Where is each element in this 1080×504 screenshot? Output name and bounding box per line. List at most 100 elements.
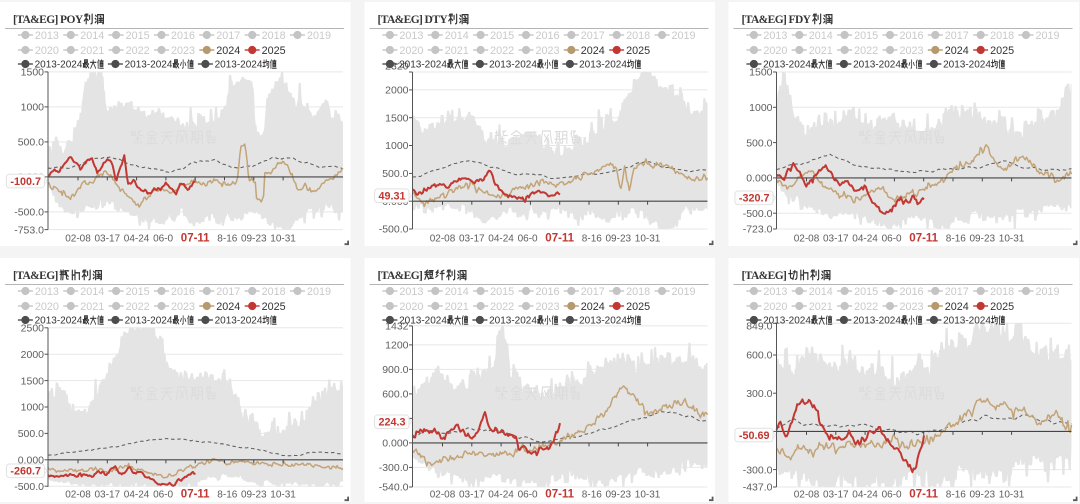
svg-text:8-16: 8-16 [582,233,602,244]
svg-text:500.0: 500.0 [18,428,44,440]
svg-text:2013-2024: 2013-2024 [853,60,901,71]
svg-text:03-17: 03-17 [95,233,121,244]
svg-text:2020: 2020 [763,45,787,57]
svg-text:2013-2024: 2013-2024 [215,60,263,71]
svg-text:2014: 2014 [80,30,104,42]
svg-text:0.000: 0.000 [746,173,772,185]
svg-text:-500.0: -500.0 [14,481,44,493]
svg-text:2025: 2025 [626,45,650,57]
svg-text:03-17: 03-17 [459,489,485,500]
svg-text:2022: 2022 [126,45,150,57]
svg-text:2021: 2021 [809,45,833,57]
svg-text:03-17: 03-17 [823,489,849,500]
svg-text:2019: 2019 [307,286,331,298]
svg-text:10-31: 10-31 [635,489,661,500]
svg-text:2013-2024: 2013-2024 [763,316,811,327]
svg-text:2014: 2014 [445,30,469,42]
svg-text:04-24: 04-24 [852,489,878,500]
svg-text:07-11: 07-11 [545,233,574,245]
svg-text:10-31: 10-31 [270,233,296,244]
svg-text:8-16: 8-16 [946,489,966,500]
svg-text:03-17: 03-17 [823,233,849,244]
svg-text:06-0: 06-0 [882,489,902,500]
svg-text:2014: 2014 [80,286,104,298]
svg-text:-260.7: -260.7 [10,466,41,478]
svg-text:07-11: 07-11 [909,233,938,245]
svg-text:-723.0: -723.0 [743,224,773,236]
svg-text:2013-2024: 2013-2024 [35,60,83,71]
svg-text:2018: 2018 [990,30,1014,42]
svg-text:2017: 2017 [216,286,240,298]
svg-text:10-31: 10-31 [999,489,1025,500]
svg-text:1000: 1000 [749,102,773,114]
svg-text:1500: 1500 [749,67,773,79]
svg-text:09-23: 09-23 [606,233,632,244]
svg-text:2015: 2015 [126,286,150,298]
svg-text:2024: 2024 [945,45,969,57]
svg-text:2015: 2015 [854,286,878,298]
svg-text:2013-2024: 2013-2024 [579,60,627,71]
svg-text:03-17: 03-17 [459,233,485,244]
svg-text:8-16: 8-16 [217,489,237,500]
svg-text:49.31: 49.31 [378,191,405,203]
svg-text:2013-2024: 2013-2024 [579,316,627,327]
svg-text:1500: 1500 [21,375,45,387]
svg-text:10-31: 10-31 [270,489,296,500]
svg-text:06-0: 06-0 [518,233,538,244]
svg-text:2018: 2018 [990,286,1014,298]
svg-text:2025: 2025 [262,45,286,57]
svg-text:2014: 2014 [445,286,469,298]
svg-text:2023: 2023 [536,301,560,313]
svg-text:-50.69: -50.69 [739,430,770,442]
svg-text:1000: 1000 [21,102,45,114]
svg-text:2013: 2013 [763,286,787,298]
svg-text:2015: 2015 [490,30,514,42]
svg-text:2018: 2018 [626,30,650,42]
svg-text:2015: 2015 [126,30,150,42]
svg-text:2013-2024: 2013-2024 [125,316,173,327]
svg-text:2023: 2023 [900,301,924,313]
svg-text:2022: 2022 [854,45,878,57]
svg-text:2023: 2023 [171,45,195,57]
svg-text:2017: 2017 [581,30,605,42]
svg-text:2013: 2013 [35,286,59,298]
svg-text:2021: 2021 [445,301,469,313]
svg-text:2015: 2015 [490,286,514,298]
svg-text:2017: 2017 [581,286,605,298]
svg-text:02-08: 02-08 [794,233,820,244]
svg-text:04-24: 04-24 [124,233,150,244]
svg-text:2019: 2019 [672,30,696,42]
svg-text:04-24: 04-24 [488,233,514,244]
svg-text:-300.0: -300.0 [743,464,773,476]
svg-text:2014: 2014 [809,286,833,298]
svg-text:2014: 2014 [809,30,833,42]
svg-text:2013-2024: 2013-2024 [399,316,447,327]
svg-text:2013-2024: 2013-2024 [943,316,991,327]
svg-text:2019: 2019 [1036,30,1060,42]
svg-text:07-11: 07-11 [181,233,210,245]
svg-text:500.0: 500.0 [382,168,408,180]
svg-text:-500.0: -500.0 [743,208,773,220]
svg-text:900.0: 900.0 [382,364,408,376]
svg-text:-300.0: -300.0 [379,462,409,474]
svg-text:2000: 2000 [385,85,409,97]
svg-text:2021: 2021 [445,45,469,57]
svg-text:2019: 2019 [1036,286,1060,298]
svg-text:2013-2024: 2013-2024 [943,60,991,71]
svg-text:2013-2024: 2013-2024 [125,60,173,71]
svg-text:2500: 2500 [21,323,45,335]
svg-text:1000: 1000 [385,140,409,152]
svg-text:2020: 2020 [399,301,423,313]
svg-text:[TA&EG] FDY: [TA&EG] FDY [742,14,812,26]
svg-text:03-17: 03-17 [95,489,121,500]
svg-text:04-24: 04-24 [124,489,150,500]
svg-text:1500: 1500 [385,112,409,124]
svg-text:-500.0: -500.0 [379,224,409,236]
svg-text:2013: 2013 [763,30,787,42]
svg-text:2020: 2020 [399,45,423,57]
svg-text:07-11: 07-11 [545,489,574,501]
svg-text:1000: 1000 [21,402,45,414]
svg-text:[TA&EG]: [TA&EG] [13,270,58,282]
svg-text:02-08: 02-08 [65,233,91,244]
svg-text:2021: 2021 [80,301,104,313]
